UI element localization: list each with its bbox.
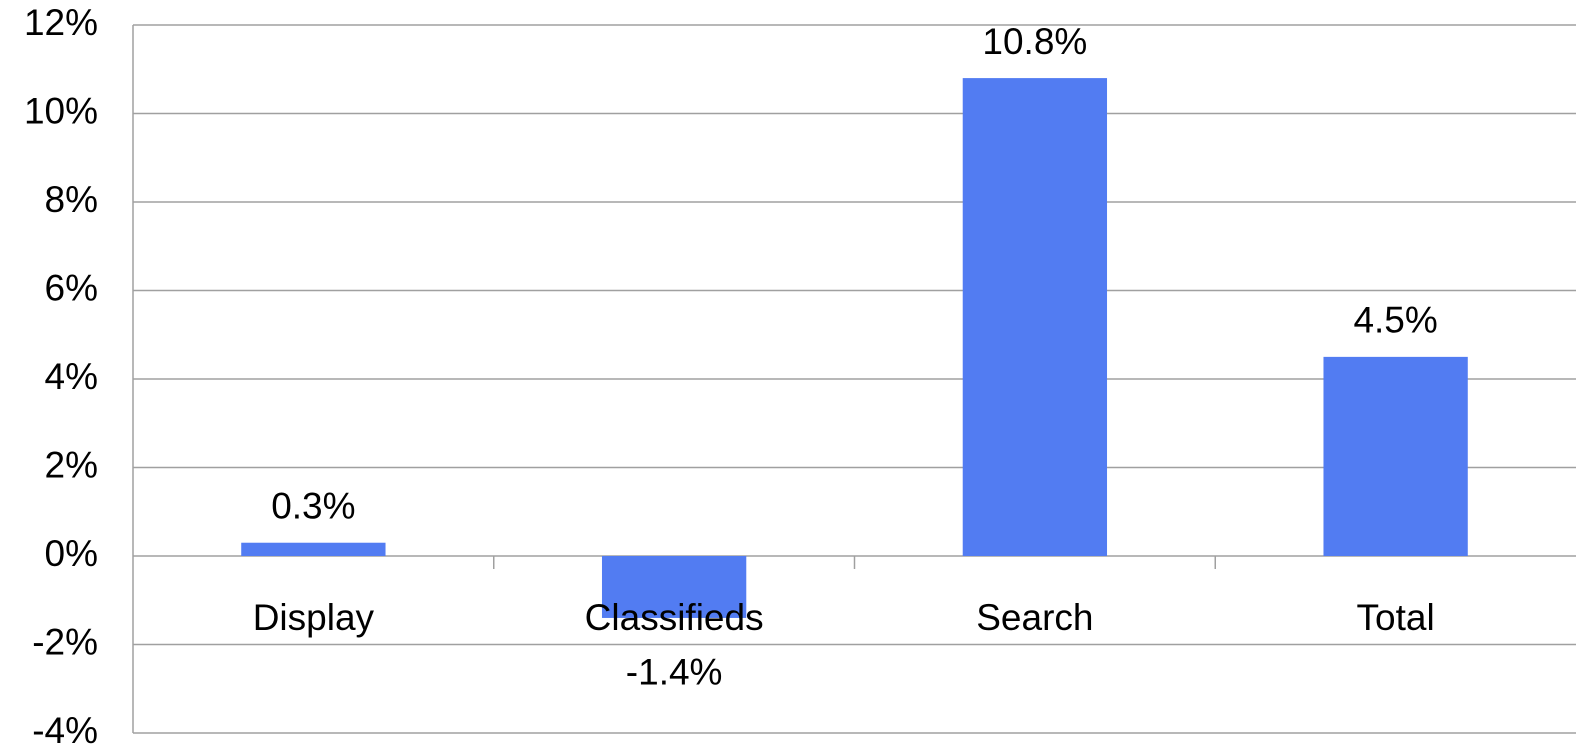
y-tick-label: 6%	[45, 267, 98, 308]
value-label: -1.4%	[626, 652, 723, 693]
y-tick-label: 10%	[24, 90, 98, 131]
y-tick-label: 0%	[45, 533, 98, 574]
y-tick-label: 4%	[45, 356, 98, 397]
value-label: 0.3%	[271, 486, 355, 527]
y-tick-label: 8%	[45, 179, 98, 220]
x-tick-label: Classifieds	[585, 597, 764, 638]
x-tick-label: Total	[1357, 597, 1435, 638]
y-tick-label: 2%	[45, 444, 98, 485]
x-tick-label: Display	[253, 597, 375, 638]
y-tick-label: -2%	[32, 621, 98, 662]
y-tick-label: -4%	[32, 710, 98, 751]
bar	[601, 556, 747, 618]
value-label: 10.8%	[982, 21, 1087, 62]
bar	[962, 78, 1108, 556]
value-label: 4.5%	[1353, 300, 1437, 341]
bar	[241, 542, 386, 556]
y-tick-label: 12%	[24, 2, 98, 43]
bar	[1323, 356, 1468, 556]
x-tick-label: Search	[976, 597, 1093, 638]
